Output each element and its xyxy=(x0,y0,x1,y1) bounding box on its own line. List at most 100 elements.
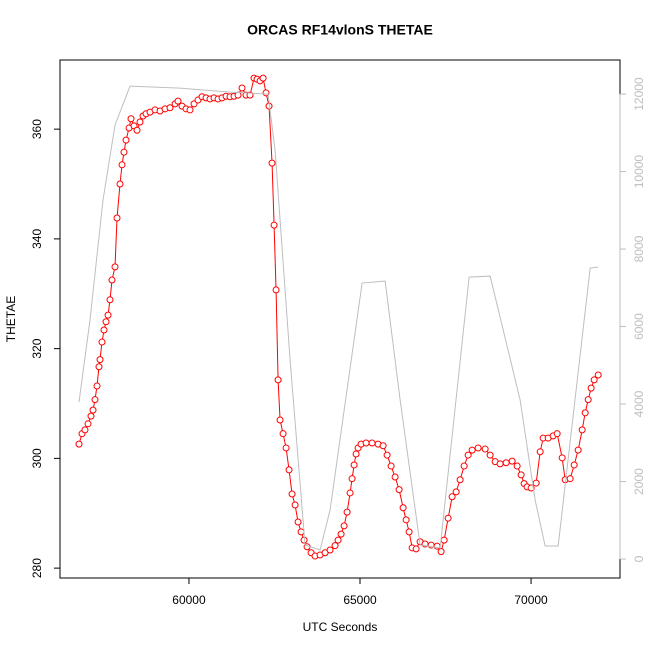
data-point xyxy=(348,475,356,483)
data-point xyxy=(116,180,124,188)
data-point xyxy=(100,326,108,334)
y2-tick-label: 10000 xyxy=(632,155,646,189)
series-line xyxy=(78,85,599,551)
data-point xyxy=(81,426,89,434)
data-point xyxy=(402,516,410,524)
data-point xyxy=(102,318,110,326)
data-point xyxy=(440,536,448,544)
data-point xyxy=(379,442,387,450)
data-point xyxy=(108,276,116,284)
data-point xyxy=(96,356,104,364)
data-point xyxy=(282,444,290,452)
data-point xyxy=(558,454,566,462)
data-point xyxy=(590,376,598,384)
data-point xyxy=(502,459,510,467)
data-point xyxy=(270,221,278,229)
data-point xyxy=(87,412,95,420)
data-point xyxy=(399,504,407,512)
data-point xyxy=(395,486,403,494)
data-point xyxy=(285,466,293,474)
data-point xyxy=(486,451,494,459)
data-point xyxy=(437,548,445,556)
data-point xyxy=(91,396,99,404)
data-point xyxy=(346,489,354,497)
data-point xyxy=(98,338,106,346)
data-point xyxy=(113,214,121,222)
data-point xyxy=(383,451,391,459)
data-point xyxy=(120,148,128,156)
data-point xyxy=(464,451,472,459)
data-point xyxy=(578,426,586,434)
data-point xyxy=(127,115,135,123)
data-point xyxy=(326,546,334,554)
data-point xyxy=(279,430,287,438)
data-point xyxy=(574,446,582,454)
data-point xyxy=(553,430,561,438)
data-point xyxy=(343,508,351,516)
data-point xyxy=(587,384,595,392)
data-point xyxy=(387,462,395,470)
data-point xyxy=(362,439,370,447)
data-point xyxy=(334,536,342,544)
data-point xyxy=(448,493,456,501)
data-point xyxy=(352,450,360,458)
data-point xyxy=(186,106,194,114)
data-point xyxy=(291,501,299,509)
data-point xyxy=(337,530,345,538)
data-point xyxy=(93,382,101,390)
y-tick-label: 320 xyxy=(30,338,44,358)
y-tick-label: 340 xyxy=(30,229,44,249)
y-tick-label: 300 xyxy=(30,448,44,468)
data-point xyxy=(496,460,504,468)
data-point xyxy=(274,376,282,384)
data-point xyxy=(272,286,280,294)
y2-tick-label: 8000 xyxy=(632,235,646,262)
x-tick-label: 60000 xyxy=(172,593,206,607)
data-point xyxy=(174,97,182,105)
data-point xyxy=(95,363,103,371)
y2-tick-label: 12000 xyxy=(632,77,646,111)
data-point xyxy=(294,518,302,526)
data-point xyxy=(444,514,452,522)
data-point xyxy=(566,475,574,483)
data-point xyxy=(513,462,521,470)
data-point xyxy=(391,473,399,481)
data-point xyxy=(122,136,130,144)
data-point xyxy=(581,409,589,417)
data-point xyxy=(508,457,516,465)
data-point xyxy=(136,118,144,126)
data-point xyxy=(104,311,112,319)
data-point xyxy=(456,476,464,484)
data-point xyxy=(106,296,114,304)
y2-tick-label: 6000 xyxy=(632,313,646,340)
data-point xyxy=(452,488,460,496)
data-point xyxy=(288,490,296,498)
data-point xyxy=(481,445,489,453)
data-point xyxy=(340,522,348,530)
data-point xyxy=(536,448,544,456)
data-point xyxy=(238,84,246,92)
data-point xyxy=(89,406,97,414)
y2-tick-label: 0 xyxy=(632,555,646,562)
y2-tick-label: 2000 xyxy=(632,468,646,495)
data-point xyxy=(111,263,119,271)
data-point xyxy=(166,104,174,112)
y2-tick-label: 4000 xyxy=(632,390,646,417)
data-point xyxy=(517,471,525,479)
data-point xyxy=(474,444,482,452)
data-point xyxy=(584,396,592,404)
data-point xyxy=(594,371,602,379)
data-point xyxy=(297,528,305,536)
y-tick-label: 280 xyxy=(30,558,44,578)
y-axis-label: THETAE xyxy=(4,296,18,342)
data-point xyxy=(350,461,358,469)
y-tick-label: 360 xyxy=(30,119,44,139)
data-point xyxy=(84,420,92,428)
x-tick-label: 65000 xyxy=(343,593,377,607)
data-point xyxy=(405,528,413,536)
data-point xyxy=(268,159,276,167)
data-point xyxy=(118,161,126,169)
data-point xyxy=(532,479,540,487)
